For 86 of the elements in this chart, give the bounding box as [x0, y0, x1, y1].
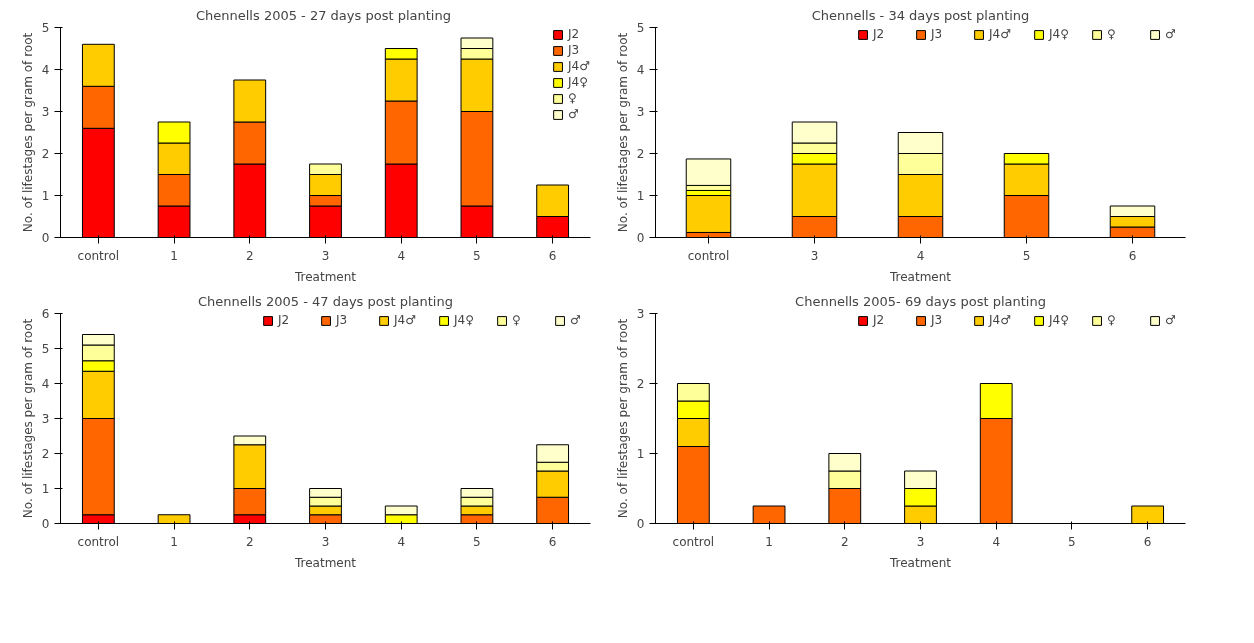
y-tick-label: 3 — [636, 307, 645, 321]
x-tick-label: 3 — [916, 534, 925, 549]
x-tick-label: control — [77, 248, 120, 263]
y-tick-label: 5 — [41, 342, 50, 356]
x-tick-label: 6 — [548, 534, 557, 549]
x-axis-title: Treatment — [888, 269, 952, 284]
x-tick-label: 4 — [397, 534, 406, 549]
y-tick-label: 2 — [41, 147, 50, 161]
x-axis-title: Treatment — [293, 555, 357, 570]
legend-label: ♀ — [568, 91, 578, 105]
legend-label: J4♀ — [454, 313, 474, 327]
x-tick-label: 6 — [548, 248, 557, 263]
x-tick-label: 5 — [473, 534, 481, 549]
y-axis-title: No. of lifestages per gram of root — [615, 318, 630, 519]
y-tick-label: 1 — [41, 189, 50, 203]
legend-label: J2 — [568, 27, 581, 41]
bar — [685, 195, 732, 233]
legend-label: ♀ — [512, 313, 522, 327]
x-axis-title: Treatment — [888, 555, 952, 570]
legend-label: J4♀ — [1049, 313, 1069, 327]
legend-label: J3 — [931, 27, 944, 41]
legend-label: J4♂ — [989, 27, 1011, 41]
legend-label: J4♂ — [394, 313, 416, 327]
y-tick-label: 4 — [41, 63, 50, 77]
legend-label: J4♂ — [989, 313, 1011, 327]
legend-label: J3 — [336, 313, 349, 327]
legend-label: J3 — [568, 43, 581, 57]
x-tick-label: 5 — [1022, 248, 1031, 263]
x-tick-label: 1 — [170, 248, 178, 263]
x-tick-label: 2 — [840, 534, 849, 549]
legend-label: J4♀ — [568, 75, 589, 89]
chart-title: Chennells - 34 days post planting — [811, 7, 1030, 23]
x-axis-title: Treatment — [293, 269, 357, 284]
legend-label: J2 — [278, 313, 291, 327]
x-tick-label: 4 — [397, 248, 406, 263]
y-tick-label: 0 — [41, 517, 50, 531]
legend-label: J2 — [873, 27, 886, 41]
x-tick-label: control — [687, 248, 730, 263]
y-tick-label: 1 — [636, 189, 645, 203]
y-tick-label: 2 — [41, 447, 50, 461]
legend-label: ♂ — [1165, 27, 1177, 41]
chart-title: Chennells 2005- 69 days post planting — [795, 293, 1046, 309]
y-axis-title: No. of lifestages per gram of root — [615, 32, 630, 233]
x-tick-label: 4 — [916, 248, 925, 263]
y-tick-label: 6 — [41, 307, 50, 321]
x-tick-label: 1 — [765, 534, 773, 549]
chart-title: Chennells 2005 - 47 days post planting — [198, 293, 453, 309]
y-axis-title: No. of lifestages per gram of root — [20, 318, 35, 519]
y-tick-label: 5 — [41, 21, 50, 35]
y-tick-label: 4 — [41, 377, 50, 391]
x-tick-label: 6 — [1128, 248, 1137, 263]
y-tick-label: 2 — [636, 377, 645, 391]
x-tick-label: 5 — [1068, 534, 1076, 549]
legend-label: ♀ — [1107, 27, 1117, 41]
x-tick-label: 2 — [245, 534, 254, 549]
legend-label: J4♀ — [1049, 27, 1069, 41]
y-tick-label: 0 — [636, 231, 645, 245]
chart-title: Chennells 2005 - 27 days post planting — [195, 7, 451, 23]
y-tick-label: 1 — [636, 447, 645, 461]
y-tick-label: 5 — [636, 21, 645, 35]
y-tick-label: 0 — [41, 231, 50, 245]
x-tick-label: 4 — [992, 534, 1001, 549]
x-tick-label: 3 — [810, 248, 819, 263]
y-axis-title: No. of lifestages per gram of root — [20, 32, 35, 233]
x-tick-label: control — [672, 534, 715, 549]
y-tick-label: 4 — [636, 63, 645, 77]
x-tick-label: 5 — [473, 248, 481, 263]
y-tick-label: 0 — [636, 517, 645, 531]
legend-label: ♀ — [1107, 313, 1117, 327]
x-tick-label: 3 — [321, 534, 330, 549]
y-tick-label: 3 — [636, 105, 645, 119]
legend-label: ♂ — [1165, 313, 1177, 327]
legend-label: J3 — [931, 313, 944, 327]
y-tick-label: 1 — [41, 482, 50, 496]
x-tick-label: control — [77, 534, 120, 549]
y-tick-label: 2 — [636, 147, 645, 161]
legend-label: ♂ — [570, 313, 582, 327]
x-tick-label: 6 — [1143, 534, 1152, 549]
y-tick-label: 3 — [41, 105, 50, 119]
x-tick-label: 3 — [321, 248, 330, 263]
legend-label: J4♂ — [568, 59, 590, 73]
legend-label: ♂ — [568, 107, 580, 121]
x-tick-label: 2 — [245, 248, 254, 263]
legend-label: J2 — [873, 313, 886, 327]
x-tick-label: 1 — [170, 534, 178, 549]
y-tick-label: 3 — [41, 412, 50, 426]
